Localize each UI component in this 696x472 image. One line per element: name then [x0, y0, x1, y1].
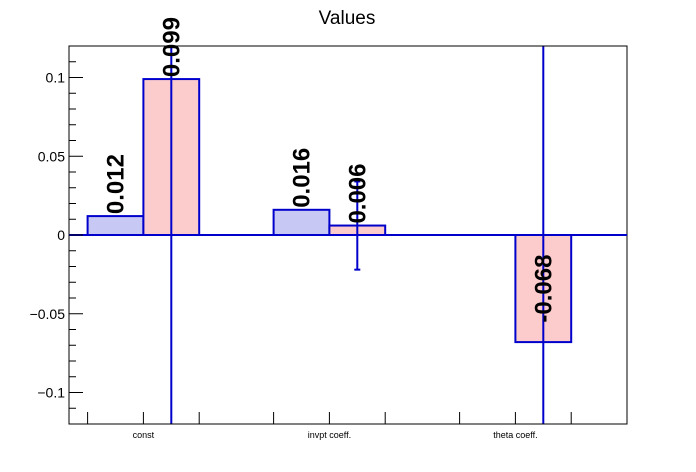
data-label: 0.012	[103, 154, 130, 214]
x-tick-label: invpt coeff.	[308, 430, 351, 440]
data-label: 0.016	[289, 148, 316, 208]
y-tick-label: −0.05	[30, 306, 66, 322]
y-tick-label: 0	[57, 227, 65, 243]
data-labels-layer: 0.012 0.016 0.099 0.006 -0.068	[103, 17, 558, 323]
x-tick-label: const	[133, 430, 155, 440]
y-tick-label: −0.1	[37, 385, 65, 401]
bar-s0-invptcoeff	[272, 208, 331, 237]
chart-title: Values	[319, 8, 376, 29]
bars-layer	[86, 78, 573, 344]
data-label: -0.068	[530, 255, 557, 323]
x-tick-label: theta coeff.	[493, 430, 537, 440]
y-tick-label: 0.1	[46, 70, 66, 86]
data-label: 0.099	[158, 17, 185, 77]
data-label: 0.006	[344, 163, 371, 223]
bar-s0-const	[86, 215, 145, 237]
y-tick-label: 0.05	[38, 148, 65, 164]
axes-layer: 0.1 0.05 0 −0.05 −0.1 const invpt coeff. theta …	[30, 45, 628, 440]
